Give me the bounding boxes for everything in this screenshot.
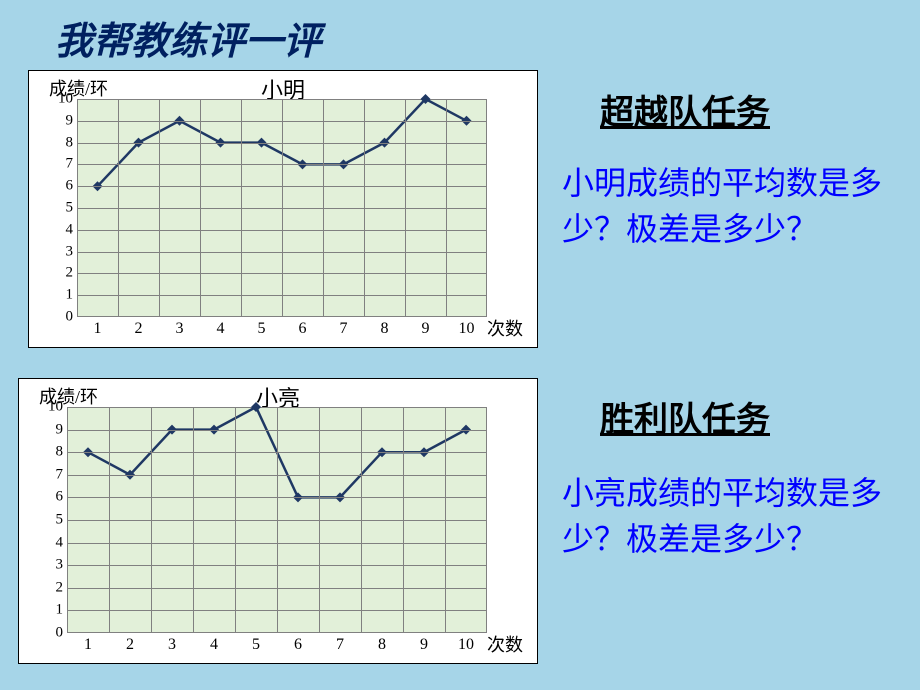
y-tick: 2 bbox=[56, 579, 68, 596]
y-tick: 5 bbox=[66, 200, 78, 217]
y-tick: 6 bbox=[66, 178, 78, 195]
x-tick: 4 bbox=[210, 633, 218, 654]
x-tick: 7 bbox=[340, 317, 348, 338]
y-tick: 7 bbox=[56, 466, 68, 483]
chart-xiaoliang: 成绩/环 小亮 次数 01234567891012345678910 bbox=[18, 378, 538, 664]
x-tick: 4 bbox=[217, 317, 225, 338]
task2-title: 胜利队任务 bbox=[600, 392, 770, 441]
y-tick: 0 bbox=[66, 309, 78, 326]
y-tick: 4 bbox=[66, 221, 78, 238]
y-tick: 2 bbox=[66, 265, 78, 282]
x-tick: 5 bbox=[258, 317, 266, 338]
y-tick: 5 bbox=[56, 512, 68, 529]
y-tick: 7 bbox=[66, 156, 78, 173]
slide: 我帮教练评一评 成绩/环 小明 次数 012345678910123456789… bbox=[0, 0, 920, 690]
x-tick: 9 bbox=[422, 317, 430, 338]
y-tick: 10 bbox=[58, 91, 77, 108]
x-tick: 2 bbox=[135, 317, 143, 338]
x-axis-label: 次数 bbox=[487, 315, 523, 341]
y-tick: 10 bbox=[48, 399, 67, 416]
x-tick: 3 bbox=[168, 633, 176, 654]
x-tick: 1 bbox=[94, 317, 102, 338]
y-tick: 0 bbox=[56, 625, 68, 642]
y-tick: 9 bbox=[66, 112, 78, 129]
x-tick: 8 bbox=[381, 317, 389, 338]
x-tick: 10 bbox=[458, 633, 474, 654]
plot-area: 01234567891012345678910 bbox=[77, 99, 487, 317]
y-tick: 8 bbox=[56, 444, 68, 461]
y-tick: 3 bbox=[66, 243, 78, 260]
task2-question: 小亮成绩的平均数是多少？极差是多少？ bbox=[562, 470, 902, 563]
y-tick: 4 bbox=[56, 534, 68, 551]
plot-area: 01234567891012345678910 bbox=[67, 407, 487, 633]
x-tick: 8 bbox=[378, 633, 386, 654]
x-tick: 10 bbox=[459, 317, 475, 338]
x-tick: 3 bbox=[176, 317, 184, 338]
x-tick: 1 bbox=[84, 633, 92, 654]
x-tick: 5 bbox=[252, 633, 260, 654]
y-tick: 3 bbox=[56, 557, 68, 574]
y-tick: 1 bbox=[66, 287, 78, 304]
x-tick: 6 bbox=[294, 633, 302, 654]
chart-xiaoming: 成绩/环 小明 次数 01234567891012345678910 bbox=[28, 70, 538, 348]
x-tick: 9 bbox=[420, 633, 428, 654]
x-tick: 2 bbox=[126, 633, 134, 654]
x-axis-label: 次数 bbox=[487, 631, 523, 657]
y-tick: 1 bbox=[56, 602, 68, 619]
y-tick: 6 bbox=[56, 489, 68, 506]
y-tick: 9 bbox=[56, 421, 68, 438]
main-title: 我帮教练评一评 bbox=[55, 10, 321, 65]
task1-title: 超越队任务 bbox=[600, 85, 770, 134]
x-tick: 7 bbox=[336, 633, 344, 654]
y-tick: 8 bbox=[66, 134, 78, 151]
task1-question: 小明成绩的平均数是多少？极差是多少？ bbox=[562, 160, 902, 253]
x-tick: 6 bbox=[299, 317, 307, 338]
